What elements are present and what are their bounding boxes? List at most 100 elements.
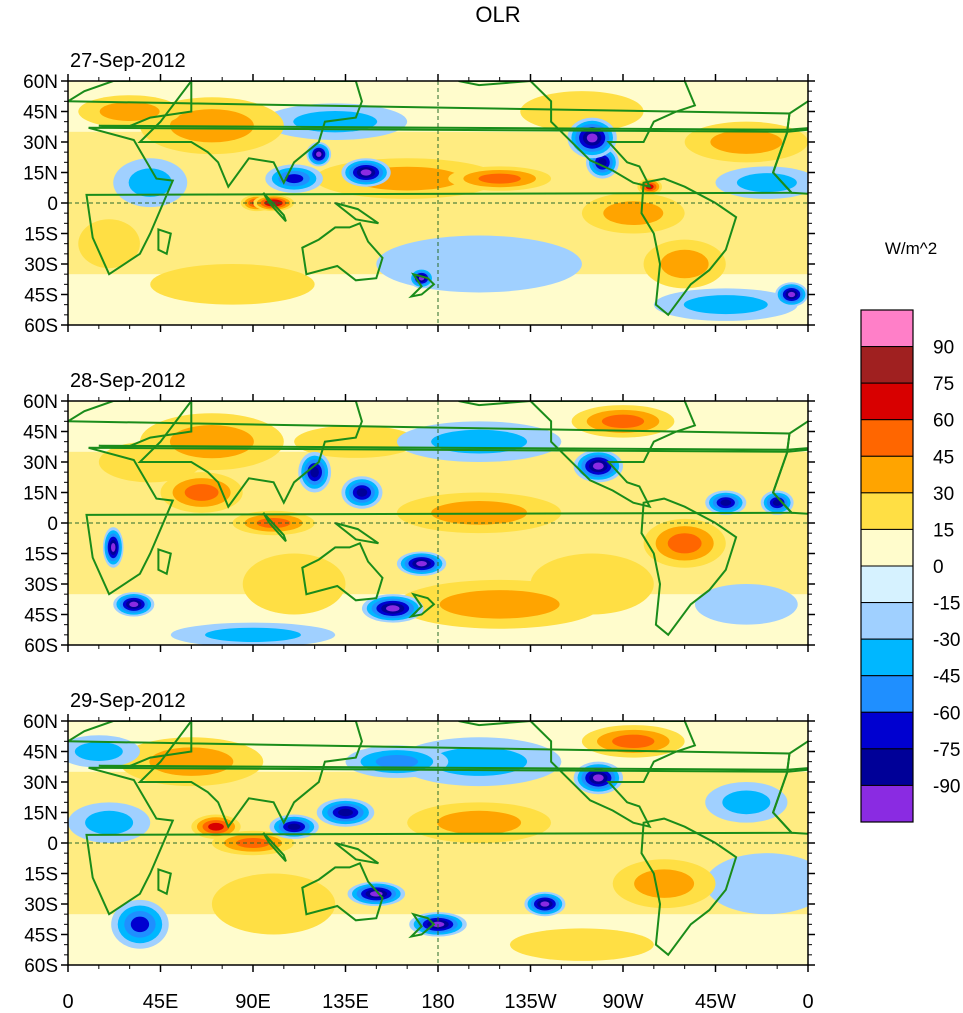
olr-anomaly-cell xyxy=(74,742,123,761)
olr-anomaly-cell xyxy=(284,174,304,184)
olr-anomaly-cell xyxy=(129,601,139,608)
olr-anomaly-cell xyxy=(612,734,655,749)
colorbar-swatch xyxy=(860,638,914,677)
olr-anomaly-cell xyxy=(509,928,654,961)
x-tick-label: 180 xyxy=(421,991,454,1013)
colorbar-label: -90 xyxy=(933,776,960,797)
chart-title: OLR xyxy=(475,2,520,27)
y-tick-label: 45N xyxy=(23,743,58,764)
olr-anomaly-cell xyxy=(205,627,301,642)
y-tick-label: 15S xyxy=(24,545,58,566)
olr-anomaly-cell xyxy=(787,291,796,298)
colorbar-label: 15 xyxy=(933,520,954,541)
y-tick-label: 60S xyxy=(24,956,58,977)
colorbar-label: 45 xyxy=(933,447,954,468)
coastline xyxy=(301,862,384,922)
olr-anomaly-cell xyxy=(150,264,315,305)
x-tick-label: 0 xyxy=(802,991,813,1013)
colorbar-label: -75 xyxy=(933,740,960,761)
y-tick-label: 60N xyxy=(23,392,58,413)
coastline xyxy=(786,420,808,451)
coastline xyxy=(157,548,172,576)
y-tick-label: 30S xyxy=(24,575,58,596)
coastline xyxy=(408,272,436,299)
map-panel: 60N 45N 30N 15N 0 15S 30S 45S 60S 29-Sep-2012 xyxy=(23,690,815,977)
y-tick-label: 45S xyxy=(24,286,58,307)
coastline xyxy=(68,721,791,771)
olr-anomaly-cell xyxy=(603,201,664,226)
coastline xyxy=(640,177,738,317)
olr-anomaly-cell xyxy=(592,774,604,782)
coastline xyxy=(68,401,791,451)
colorbar-label: 60 xyxy=(933,411,954,432)
olr-anomaly-cell xyxy=(592,462,604,470)
olr-anomaly-cell xyxy=(540,901,550,907)
y-tick-label: 60N xyxy=(23,712,58,733)
y-tick-label: 30N xyxy=(23,133,58,154)
y-tick-label: 30N xyxy=(23,453,58,474)
x-tick-label: 0 xyxy=(62,991,73,1013)
olr-anomaly-cell xyxy=(99,102,160,121)
olr-anomaly-cell xyxy=(667,533,702,554)
y-tick-label: 15S xyxy=(24,865,58,886)
map-panels: 60N 45N 30N 15N 0 15S 30S 45S 60S 27-Sep-2012 60N 4… xyxy=(23,50,815,977)
x-tick-label: 90E xyxy=(235,991,271,1013)
y-tick-label: 60N xyxy=(23,72,58,93)
olr-anomaly-cell xyxy=(720,499,732,506)
y-tick-label: 0 xyxy=(47,194,58,215)
coastline xyxy=(458,721,697,829)
coastline xyxy=(137,401,363,509)
colorbar-frame xyxy=(860,309,914,823)
y-tick-label: 30S xyxy=(24,895,58,916)
olr-anomaly-cell xyxy=(416,560,427,567)
colorbar-swatch xyxy=(860,675,914,713)
olr-anomaly-cell xyxy=(772,499,782,506)
y-tick-label: 15S xyxy=(24,225,58,246)
colorbar-swatch xyxy=(860,528,914,567)
colorbar-label: 90 xyxy=(933,338,954,359)
map-panel: 60N 45N 30N 15N 0 15S 30S 45S 60S 27-Sep-2012 xyxy=(23,50,815,337)
coastline xyxy=(68,81,791,131)
y-tick-label: 0 xyxy=(47,514,58,535)
coastline xyxy=(137,81,363,189)
coastline xyxy=(157,228,172,256)
coastline xyxy=(640,497,738,637)
coastline xyxy=(334,202,379,225)
olr-anomaly-cell xyxy=(85,810,134,835)
x-tick-label: 135W xyxy=(504,991,556,1013)
coastline xyxy=(262,512,287,542)
y-tick-label: 45N xyxy=(23,423,58,444)
coastline xyxy=(262,192,287,222)
olr-anomaly-cell xyxy=(356,488,368,497)
olr-anomaly-cell xyxy=(439,590,560,619)
olr-anomaly-cell xyxy=(375,754,419,769)
olr-anomaly-cell xyxy=(478,173,521,184)
coastline xyxy=(85,766,794,916)
colorbar-swatch xyxy=(860,419,914,457)
panel-date-label: 28-Sep-2012 xyxy=(70,370,186,392)
y-tick-label: 30S xyxy=(24,255,58,276)
olr-anomaly-cell xyxy=(130,916,150,933)
colorbar-swatch xyxy=(860,455,914,494)
coastline xyxy=(262,832,287,862)
olr-anomaly-cell xyxy=(110,542,116,552)
colorbar-label: -15 xyxy=(933,594,960,615)
olr-anomaly-cell xyxy=(683,295,768,315)
y-tick-label: 45S xyxy=(24,606,58,627)
y-tick-label: 30N xyxy=(23,773,58,794)
colorbar-label: -60 xyxy=(933,703,960,724)
colorbar-label: 0 xyxy=(933,557,944,578)
coastline xyxy=(301,542,384,602)
olr-anomaly-cell xyxy=(242,553,346,615)
coastline xyxy=(85,126,794,276)
olr-anomaly-cell xyxy=(169,425,254,459)
colorbar-swatch xyxy=(860,748,914,786)
colorbar-swatch xyxy=(860,784,914,823)
olr-anomaly-cell xyxy=(78,219,140,269)
colorbar-label: -30 xyxy=(933,630,960,651)
x-tick-label: 90W xyxy=(602,991,643,1013)
y-tick-label: 45S xyxy=(24,926,58,947)
coastline xyxy=(408,592,436,619)
coastline xyxy=(786,100,808,131)
